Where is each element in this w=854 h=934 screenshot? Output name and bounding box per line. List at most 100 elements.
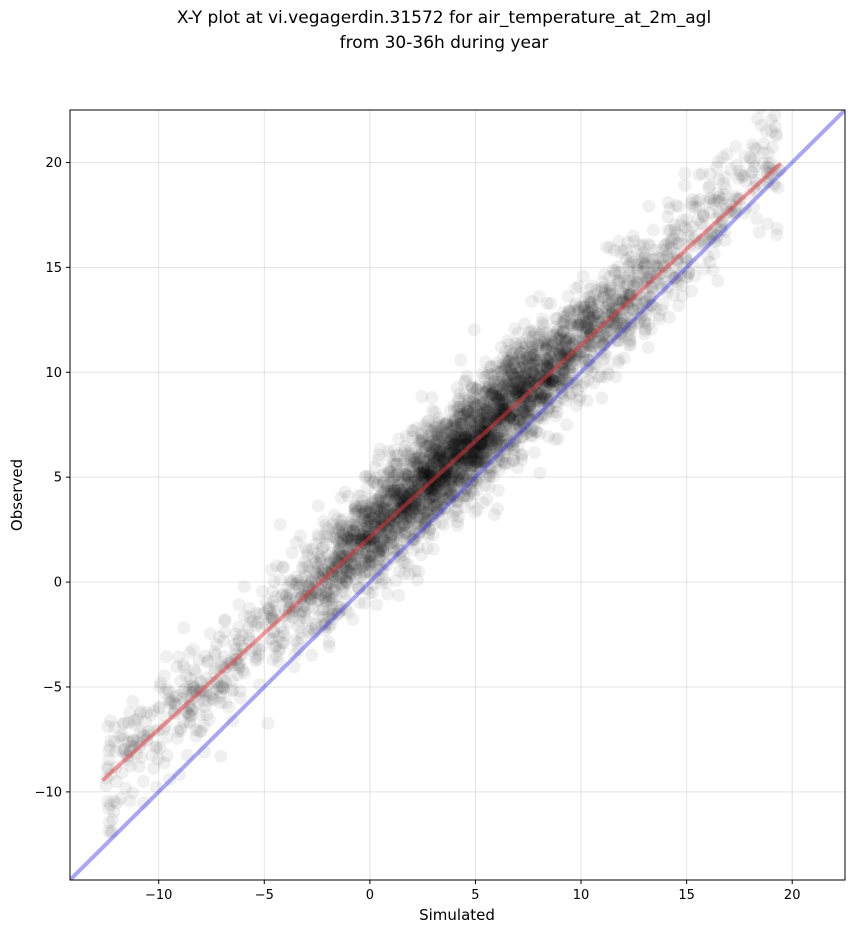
data-point bbox=[570, 399, 584, 412]
data-point bbox=[474, 414, 488, 428]
data-point bbox=[605, 307, 619, 321]
data-point bbox=[318, 591, 332, 605]
data-point bbox=[584, 282, 598, 296]
data-point bbox=[153, 680, 167, 694]
data-point bbox=[233, 684, 247, 698]
data-point bbox=[503, 389, 517, 403]
data-point bbox=[621, 283, 635, 297]
data-point bbox=[573, 317, 587, 331]
data-point bbox=[206, 691, 220, 705]
data-point bbox=[398, 495, 411, 509]
data-point bbox=[486, 408, 500, 422]
data-point bbox=[329, 531, 343, 545]
data-point bbox=[407, 502, 421, 516]
data-point bbox=[669, 272, 682, 285]
data-point bbox=[347, 503, 361, 517]
data-point bbox=[208, 645, 222, 659]
data-point bbox=[525, 294, 539, 308]
data-point bbox=[217, 634, 231, 648]
data-point bbox=[152, 700, 166, 714]
data-point bbox=[171, 650, 185, 664]
data-point bbox=[579, 321, 593, 335]
data-point bbox=[101, 720, 115, 734]
data-point bbox=[552, 347, 566, 361]
data-point bbox=[478, 478, 492, 492]
data-point bbox=[595, 329, 609, 343]
data-point bbox=[449, 412, 463, 426]
data-point bbox=[719, 182, 733, 196]
data-point bbox=[624, 334, 637, 348]
data-point bbox=[680, 255, 694, 269]
grid-lines bbox=[70, 110, 845, 880]
data-point bbox=[459, 433, 473, 447]
data-point bbox=[346, 524, 360, 538]
data-point bbox=[472, 412, 486, 426]
data-point bbox=[520, 412, 534, 426]
data-point bbox=[511, 461, 525, 475]
data-point bbox=[472, 454, 485, 468]
data-point bbox=[464, 458, 478, 472]
data-point bbox=[454, 438, 467, 451]
data-point bbox=[462, 463, 476, 477]
data-point bbox=[688, 200, 702, 214]
data-point bbox=[329, 565, 343, 578]
data-point bbox=[493, 402, 507, 416]
data-point bbox=[332, 572, 346, 586]
data-point bbox=[516, 404, 529, 418]
data-point bbox=[507, 453, 521, 467]
data-point bbox=[520, 368, 533, 382]
data-point bbox=[525, 423, 539, 437]
data-point bbox=[295, 579, 309, 593]
data-point bbox=[611, 314, 625, 328]
data-point bbox=[631, 275, 645, 289]
data-point bbox=[369, 513, 383, 527]
data-point bbox=[452, 510, 466, 524]
data-point bbox=[517, 373, 531, 387]
data-point bbox=[322, 635, 336, 649]
data-point bbox=[639, 308, 653, 322]
x-tick-label: 0 bbox=[366, 888, 374, 903]
data-point bbox=[563, 361, 577, 375]
data-point bbox=[501, 355, 515, 369]
data-point bbox=[396, 482, 410, 496]
data-point bbox=[591, 314, 604, 328]
data-point bbox=[261, 716, 275, 730]
data-point bbox=[427, 434, 441, 448]
data-point bbox=[544, 391, 558, 405]
data-point bbox=[480, 409, 494, 423]
data-point bbox=[637, 265, 651, 279]
data-point bbox=[485, 387, 499, 401]
data-point bbox=[494, 394, 508, 408]
data-point bbox=[308, 555, 322, 569]
data-point bbox=[478, 453, 492, 467]
data-point bbox=[567, 303, 581, 317]
data-point bbox=[377, 501, 391, 514]
data-point bbox=[213, 690, 227, 704]
data-point bbox=[537, 412, 551, 426]
data-point bbox=[411, 460, 425, 474]
data-point bbox=[523, 397, 537, 411]
data-point bbox=[347, 524, 360, 538]
data-point bbox=[425, 492, 439, 505]
data-point bbox=[597, 327, 611, 340]
data-point bbox=[435, 435, 449, 449]
data-point bbox=[574, 318, 587, 332]
data-point bbox=[517, 423, 531, 437]
data-point bbox=[520, 351, 534, 365]
data-point bbox=[608, 243, 621, 257]
data-point bbox=[515, 369, 529, 383]
data-point bbox=[434, 453, 448, 467]
data-point bbox=[344, 568, 358, 582]
data-point bbox=[242, 601, 256, 615]
data-point bbox=[507, 355, 521, 369]
data-point bbox=[474, 464, 488, 478]
data-point bbox=[356, 547, 370, 560]
data-point bbox=[550, 369, 564, 383]
data-point bbox=[480, 439, 493, 453]
data-point bbox=[550, 312, 564, 325]
data-point bbox=[163, 695, 177, 709]
data-point bbox=[543, 377, 557, 391]
data-point bbox=[516, 369, 530, 383]
data-point bbox=[422, 452, 436, 466]
data-point bbox=[536, 336, 549, 349]
